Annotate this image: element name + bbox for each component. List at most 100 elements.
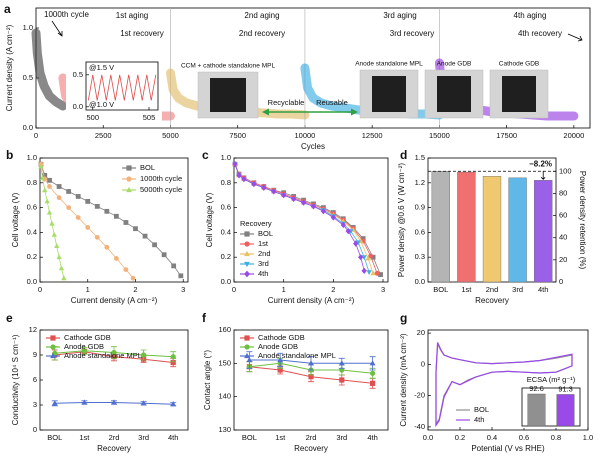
x-tick-label: 2rd (109, 433, 120, 442)
x-tick-label: 3 (381, 285, 385, 294)
photo-sample (502, 76, 536, 112)
marker (236, 172, 242, 179)
panel-letter: g (400, 311, 407, 325)
x-tick-label: 1.0 (583, 433, 593, 442)
annotation: 1st aging (116, 11, 148, 20)
marker (85, 199, 91, 204)
marker (369, 360, 376, 366)
y-tick-label: -20 (414, 391, 425, 400)
x-axis-title: Cycles (301, 142, 325, 151)
inset-label: @1.5 V (89, 63, 114, 72)
current-trace (31, 28, 68, 111)
marker (38, 163, 44, 169)
x-tick-label: 0 (34, 131, 38, 140)
legend-marker (126, 165, 132, 171)
marker (47, 177, 52, 183)
marker (340, 221, 346, 229)
x-axis-title: Potential (V vs RHE) (471, 444, 545, 453)
legend-label: BOL (140, 163, 155, 172)
marker (171, 263, 177, 269)
legend-label: Anode GDB (258, 342, 298, 351)
annotation: 3rd recovery (390, 29, 434, 38)
y-tick-label: 3 (33, 400, 37, 409)
y-tick-label: 0 (33, 425, 37, 434)
x-tick-label: 505 (143, 113, 156, 122)
x-tick-label: 1 (282, 285, 286, 294)
legend-label: Cathode GDB (258, 333, 305, 342)
annotation-arrow (567, 33, 583, 42)
marker (246, 356, 253, 363)
marker (140, 400, 147, 406)
drop-arrow (540, 171, 546, 180)
marker (370, 270, 376, 276)
x-tick-label: 4th (538, 285, 548, 294)
marker (54, 243, 60, 248)
marker (111, 399, 117, 405)
marker (300, 199, 307, 206)
plot-frame (233, 329, 389, 431)
y-tick-label: 0.5 (73, 70, 83, 79)
legend-marker (126, 176, 132, 182)
x-axis-title: Current density (A cm⁻²) (268, 296, 355, 305)
plot-frame (521, 387, 581, 427)
inset-trace (87, 74, 157, 101)
inset-title: ECSA (m² g⁻¹) (527, 375, 576, 384)
bar (457, 171, 476, 283)
marker (111, 349, 117, 356)
marker (161, 252, 167, 258)
marker (365, 255, 371, 261)
arrow-label: Reusable (316, 98, 348, 107)
marker (170, 359, 176, 366)
y-tick-label: 0.6 (415, 227, 425, 236)
legend-title: Recovery (240, 219, 272, 228)
x-tick-label: 0.2 (455, 433, 465, 442)
marker (308, 374, 314, 380)
marker (75, 194, 81, 199)
bar (431, 171, 450, 283)
y-tick-label: 0.3 (415, 252, 425, 261)
x-tick-label: 2nd (486, 285, 499, 294)
y-axis-title: Cell voltage (V) (11, 192, 20, 247)
legend-label: Cathode GDB (64, 333, 111, 342)
x-tick-label: 0.0 (423, 433, 433, 442)
y-tick-label: 0.4 (27, 227, 37, 236)
y-tick-label: 0.0 (73, 102, 83, 111)
x-tick-label: 1st (275, 433, 286, 442)
y-tick-label: 0.4 (221, 227, 231, 236)
marker (75, 215, 81, 220)
x-tick-label: 20000 (563, 131, 584, 140)
y2-tick-label: 0 (559, 277, 563, 286)
legend-marker (244, 231, 250, 237)
marker (61, 275, 67, 281)
marker (355, 240, 361, 246)
marker (361, 255, 367, 261)
marker (141, 352, 147, 358)
marker (339, 377, 345, 383)
marker (113, 256, 119, 261)
marker (81, 399, 88, 405)
annotation: 3rd aging (383, 11, 416, 20)
y-axis-title: Contact angle (°) (203, 350, 212, 410)
panel-letter: a (4, 2, 11, 16)
marker (56, 195, 62, 201)
marker (49, 220, 55, 226)
x-tick-label: 2rd (306, 433, 317, 442)
y-tick-label: 0.0 (221, 277, 231, 286)
legend-label: 5000th cycle (140, 185, 182, 194)
x-tick-label: 1 (86, 285, 90, 294)
cycle-arrowhead (262, 108, 269, 116)
y-tick-label: 0.2 (27, 252, 37, 261)
x-axis-title: Current density (A cm⁻²) (71, 296, 158, 305)
y-tick-label: 0.6 (221, 203, 231, 212)
value-label: 91.3 (558, 384, 573, 393)
x-tick-label: 17500 (496, 131, 517, 140)
marker (56, 184, 62, 189)
y-tick-label: 0.6 (27, 203, 37, 212)
y-tick-label: -40 (414, 422, 425, 431)
x-tick-label: 3rd (336, 433, 347, 442)
marker (44, 198, 50, 204)
marker (178, 273, 184, 279)
y-tick-label: 0.8 (221, 178, 231, 187)
value-label: 92.6 (529, 384, 544, 393)
bar (508, 177, 527, 283)
